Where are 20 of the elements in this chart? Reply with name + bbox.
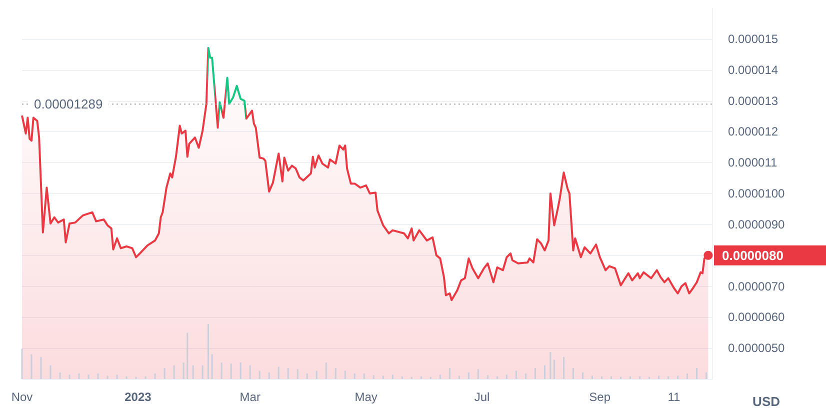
y-tick-label: 0.000014 (728, 62, 778, 77)
y-tick-label: 0.000011 (728, 156, 778, 170)
y-tick-label: 0.0000070 (728, 279, 786, 294)
x-tick-label: Jul (474, 390, 490, 404)
y-tick-label: 0.0000060 (728, 310, 786, 324)
y-tick-label: 0.0000050 (728, 341, 786, 356)
x-tick-label: Nov (11, 390, 33, 404)
x-tick-label: 11 (668, 390, 681, 404)
x-tick-label: 2023 (124, 390, 152, 404)
x-tick-label: May (354, 390, 378, 404)
y-tick-label: 0.0000100 (728, 186, 786, 200)
y-axis-title: USD (752, 394, 780, 409)
y-tick-label: 0.0000090 (728, 217, 786, 232)
annotation: 0.0000080 (722, 248, 784, 263)
x-tick-label: Sep (589, 390, 611, 404)
y-tick-label: 0.000015 (728, 32, 778, 46)
y-tick-label: 0.000013 (728, 94, 778, 108)
ref-line-label: 0.00001289 (34, 96, 103, 112)
x-tick-label: Mar (240, 390, 260, 404)
y-tick-label: 0.000012 (728, 124, 778, 139)
